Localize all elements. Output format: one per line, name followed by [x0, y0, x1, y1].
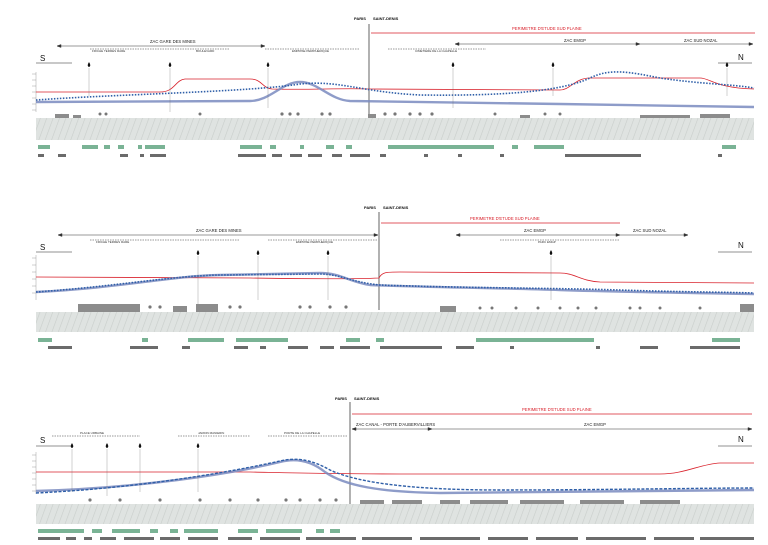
- elevation-scale: [32, 255, 37, 300]
- buildings: [360, 500, 680, 504]
- zone-label: ZAC SUD NOZAL: [684, 38, 718, 43]
- zone-arrows: [52, 427, 753, 437]
- infrastructure-track: [35, 80, 755, 109]
- paris-label: PARIS: [354, 16, 366, 21]
- landuse-grey-bars: [48, 346, 740, 349]
- zone-arrows: [56, 42, 754, 50]
- south-label: S: [40, 436, 45, 445]
- saint-denis-label: SAINT-DENIS: [383, 205, 409, 210]
- elevation-scale: [32, 72, 37, 112]
- infrastructure-track: [35, 458, 755, 495]
- sublabel: PORTE DE LA CHAPELLE: [284, 431, 320, 435]
- landuse-green-bars: [38, 338, 740, 342]
- sublabel: FRICHE TERRES RARE: [92, 49, 125, 53]
- zone-label: ZAC EMGP: [524, 228, 546, 233]
- zone-arrows: [57, 233, 689, 241]
- perimeter-label: PERIMETRE D'ETUDE SUD PLAINE: [522, 407, 592, 412]
- landuse-grey-bars: [38, 154, 722, 157]
- sublabel: BOULEVARD: [196, 49, 215, 53]
- sublabel: EMPRISE PERIPHERIQUE: [296, 240, 333, 244]
- perimeter-label: PERIMETRE D'ETUDE SUD PLAINE: [470, 216, 540, 221]
- terrain-line: [35, 271, 755, 284]
- south-label: S: [40, 54, 45, 63]
- section-panel-2: PARIS SAINT-DENIS PERIMETRE D'ETUDE SUD …: [32, 205, 755, 349]
- buildings: [55, 114, 730, 118]
- terrain-line: [36, 77, 755, 93]
- paris-label: PARIS: [335, 396, 347, 401]
- north-label: N: [738, 435, 744, 444]
- section-panel-1: PARIS SAINT-DENIS PERIMETRE D'ETUDE SUD …: [32, 16, 755, 157]
- buildings: [78, 304, 754, 312]
- zone-label: ZAC CANAL - PORTE D'AUBERVILLIERS: [356, 422, 435, 427]
- saint-denis-label: SAINT-DENIS: [373, 16, 399, 21]
- saint-denis-label: SAINT-DENIS: [354, 396, 380, 401]
- zone-label: ZAC SUD NOZAL: [633, 228, 667, 233]
- ground-strip: [36, 312, 754, 332]
- south-label: S: [40, 243, 45, 252]
- terrain-line: [36, 462, 754, 475]
- north-label: N: [738, 53, 744, 62]
- zone-label: ZAC EMGP: [584, 422, 606, 427]
- marker-icons: [196, 250, 553, 306]
- projected-profile: [35, 71, 755, 101]
- sublabel: CIMETIERE DE LA CHAPELLE: [415, 49, 457, 53]
- trees: [88, 498, 338, 502]
- sublabel: FRICHE TERRES RARE: [96, 240, 129, 244]
- elevation-scale: [32, 452, 37, 494]
- sublabel: PARC EMGP: [538, 240, 556, 244]
- zone-label: ZAC GARE DES MINES: [196, 228, 242, 233]
- north-label: N: [738, 241, 744, 250]
- perimeter-label: PERIMETRE D'ETUDE SUD PLAINE: [512, 26, 582, 31]
- zone-label: ZAC EMGP: [564, 38, 586, 43]
- marker-icons: [87, 62, 729, 112]
- sublabel: EMPRISE PERIPHERIQUE: [292, 49, 329, 53]
- zone-label: ZAC GARE DES MINES: [150, 39, 196, 44]
- landuse-grey-bars: [38, 537, 754, 540]
- sublabel: JARDIN MANIERIN: [198, 431, 224, 435]
- projected-profile: [35, 458, 755, 494]
- sublabel: PLACE URBAINE: [80, 431, 104, 435]
- ground-strip: [36, 118, 754, 140]
- paris-label: PARIS: [364, 205, 376, 210]
- trees: [98, 112, 562, 116]
- ground-strip: [36, 504, 754, 524]
- projected-profile: [35, 273, 755, 294]
- section-panel-3: PARIS SAINT-DENIS PERIMETRE D'ETUDE SUD …: [32, 396, 755, 540]
- marker-icons: [70, 443, 200, 496]
- trees: [148, 305, 702, 310]
- landuse-green-bars: [38, 529, 340, 533]
- landuse-green-bars: [38, 145, 736, 149]
